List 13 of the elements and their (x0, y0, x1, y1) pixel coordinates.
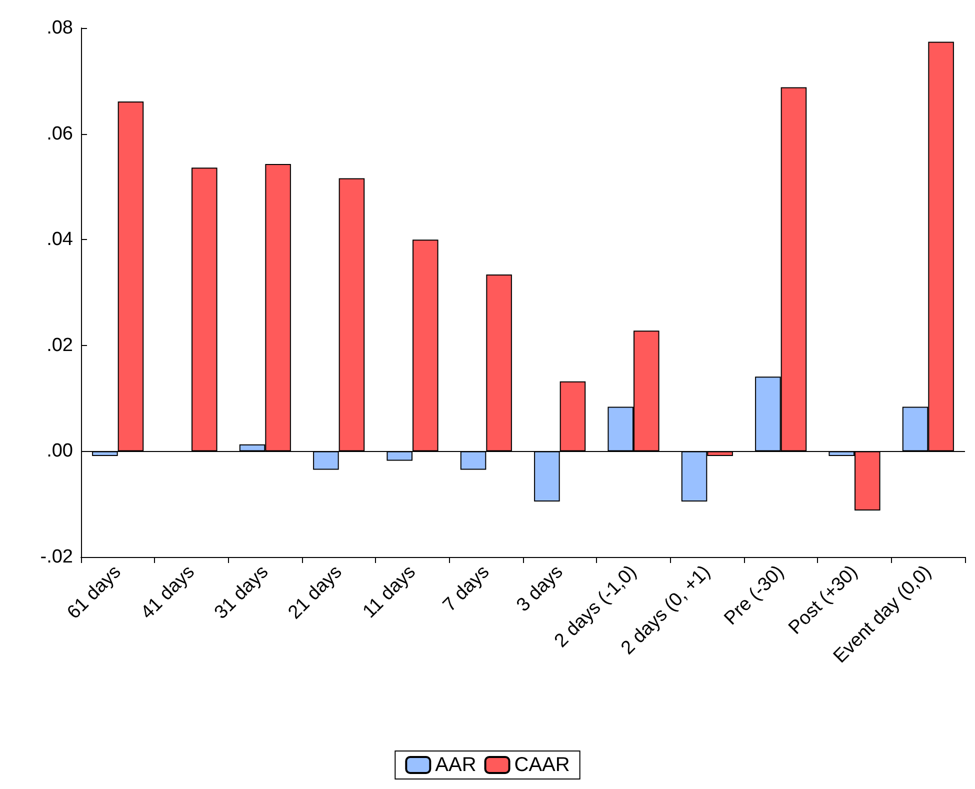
y-tick-label: .08 (46, 18, 73, 38)
x-tick-label: 11 days (359, 562, 420, 622)
x-tick-label: 21 days (284, 562, 346, 624)
x-tick-label: 7 days (439, 562, 494, 616)
x-tick-label: 41 days (137, 562, 199, 624)
y-tick-label: .04 (46, 229, 74, 250)
x-tick-label: 3 days (512, 562, 568, 616)
y-tick-label: .00 (46, 440, 73, 462)
legend-label: AAR (435, 754, 476, 776)
y-tick-label: .06 (46, 123, 73, 144)
x-tick-label: 31 days (210, 562, 273, 624)
legend-label: CAAR (514, 754, 570, 776)
y-tick-label: .02 (46, 334, 73, 356)
